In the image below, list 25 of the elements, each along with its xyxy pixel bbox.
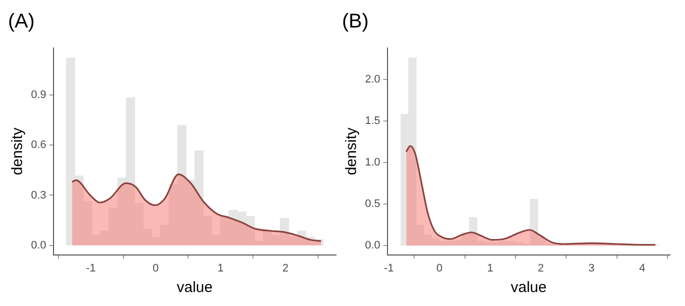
y-tick-label: 2.0 [364, 74, 380, 86]
x-tick-label: 2 [538, 262, 544, 274]
x-axis-title: value [510, 279, 547, 296]
x-tick-label: -1 [86, 262, 96, 274]
x-tick-label: 1 [218, 262, 224, 274]
y-tick-label: 1.0 [364, 156, 380, 169]
y-tick-label: 0.0 [30, 239, 46, 252]
y-axis-title: density [9, 127, 26, 176]
x-tick-label: 3 [588, 262, 595, 274]
x-tick-label: -1 [384, 262, 394, 274]
x-tick-label: 0 [436, 262, 443, 274]
x-tick-label: 4 [639, 262, 646, 274]
y-tick-label: 0.5 [364, 198, 380, 210]
x-tick-label: 1 [487, 262, 494, 274]
y-tick-label: 0.9 [30, 88, 46, 101]
chart-title: (A) [8, 10, 35, 33]
y-axis-title: density [343, 127, 360, 176]
y-tick-label: 1.5 [364, 115, 380, 128]
x-tick-label: 2 [282, 262, 288, 274]
y-tick-label: 0.3 [30, 189, 46, 202]
chart-title: (B) [342, 10, 369, 33]
x-axis-title: value [176, 279, 213, 296]
x-tick-label: 0 [152, 262, 159, 274]
y-tick-label: 0.0 [364, 240, 380, 252]
y-tick-label: 0.6 [30, 139, 46, 152]
